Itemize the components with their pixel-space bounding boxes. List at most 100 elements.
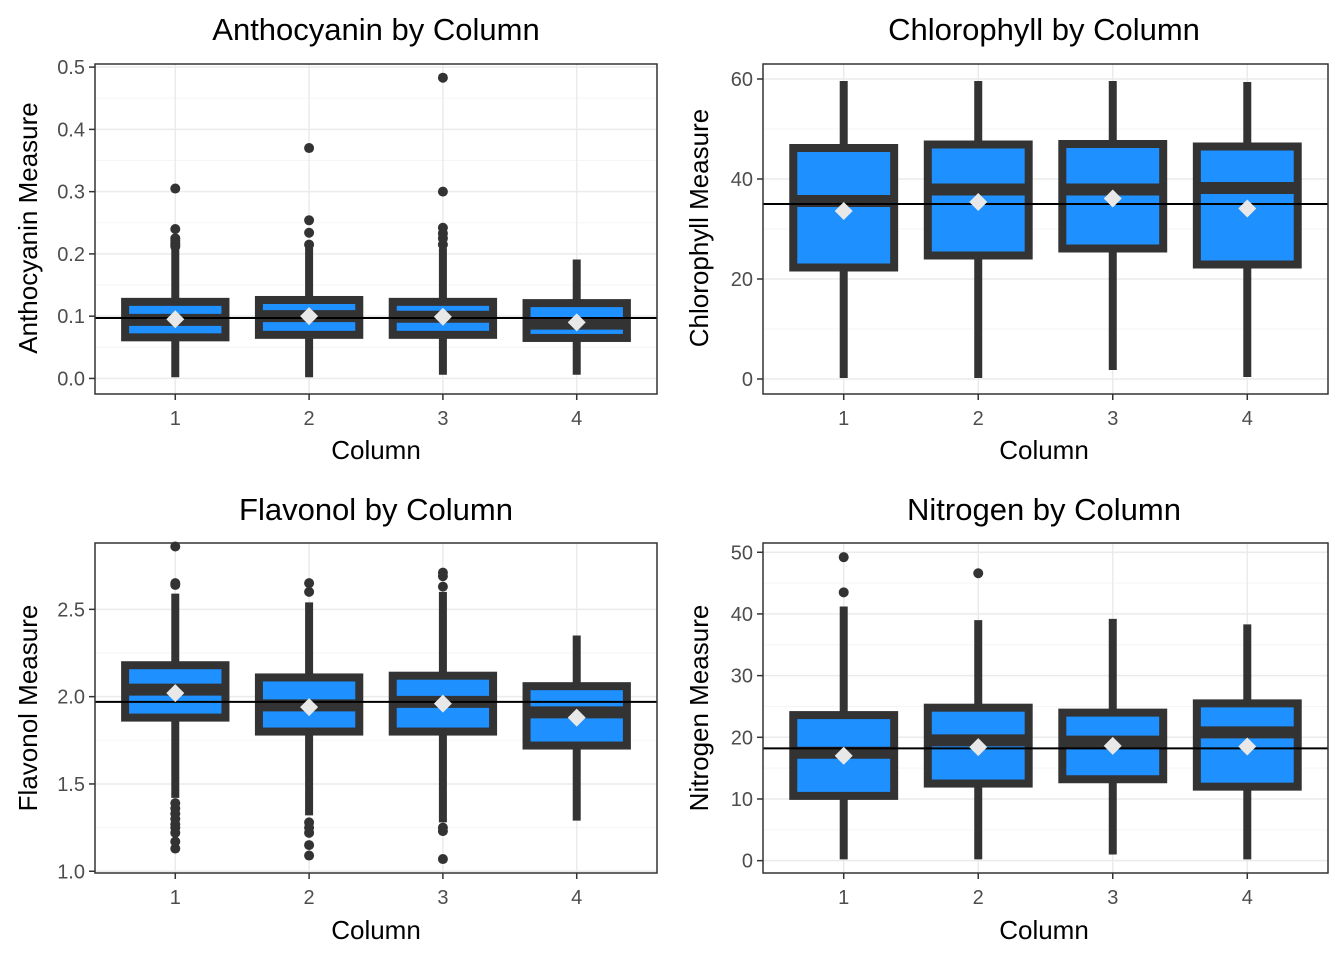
y-tick-label: 0.5 (57, 57, 85, 79)
y-tick-label: 60 (731, 69, 753, 91)
box-2 (254, 578, 364, 861)
mean-marker (166, 684, 185, 703)
y-axis-label: Anthocyanin Measure (13, 102, 43, 353)
mean-marker (567, 313, 586, 332)
x-tick-label: 1 (170, 887, 181, 909)
outlier-point (304, 578, 315, 589)
chart-title: Chlorophyll by Column (888, 12, 1200, 47)
outlier-point (304, 817, 315, 828)
outlier-point (170, 836, 181, 847)
x-axis-label: Column (999, 435, 1089, 465)
chart-chlorophyll: Chlorophyll by Column Column Chlorophyll… (684, 12, 1329, 465)
x-tick-label: 3 (437, 887, 448, 909)
box-3 (1058, 618, 1168, 855)
box-4 (1192, 82, 1302, 377)
outlier-point (304, 840, 315, 851)
mean-marker (834, 746, 853, 765)
panel-border (762, 542, 1329, 874)
x-tick-label: 3 (437, 408, 448, 430)
outlier-point (437, 822, 448, 833)
chart-flavonol: Flavonol by Column Column Flavonol Measu… (13, 492, 658, 945)
outlier-point (170, 541, 181, 552)
outlier-point (170, 843, 181, 854)
chart-title: Anthocyanin by Column (212, 12, 539, 47)
mean-marker (969, 738, 988, 757)
x-tick-label: 4 (571, 887, 582, 909)
y-tick-label: 50 (731, 542, 753, 564)
mean-marker (567, 708, 586, 727)
outlier-point (170, 578, 181, 589)
y-tick-label: 1.0 (57, 861, 85, 883)
outlier-point (304, 586, 315, 597)
x-tick-label: 2 (973, 408, 984, 430)
panel-border (94, 542, 658, 874)
x-axis-label: Column (331, 915, 421, 945)
mean-marker (1103, 736, 1122, 755)
outlier-point (304, 850, 315, 861)
box-1 (121, 541, 230, 854)
x-tick-label: 1 (838, 887, 849, 909)
outlier-point (437, 581, 448, 592)
y-tick-label: 2.0 (57, 687, 85, 709)
y-tick-label: 10 (731, 789, 753, 811)
outlier-point (304, 227, 315, 238)
mean-marker (166, 310, 185, 329)
x-tick-label: 4 (571, 408, 582, 430)
outlier-point (437, 72, 448, 83)
x-tick-label: 2 (973, 887, 984, 909)
y-tick-label: 0 (742, 369, 753, 391)
outlier-point (304, 239, 315, 250)
mean-marker (834, 202, 853, 220)
mean-marker (1238, 199, 1257, 218)
y-axis-label: Nitrogen Measure (684, 605, 714, 812)
box-2 (923, 568, 1033, 860)
mean-marker (1103, 189, 1122, 208)
y-tick-label: 40 (731, 604, 753, 626)
mean-marker (433, 694, 452, 713)
chart-title: Flavonol by Column (239, 492, 513, 527)
outlier-point (170, 183, 181, 194)
outlier-point (437, 854, 448, 865)
y-tick-label: 2.5 (57, 599, 85, 621)
mean-marker (433, 307, 452, 326)
x-tick-label: 2 (304, 887, 315, 909)
outlier-point (838, 552, 849, 563)
x-axis-label: Column (999, 915, 1089, 945)
panel-border (762, 63, 1329, 395)
x-tick-label: 1 (170, 408, 181, 430)
outlier-point (170, 798, 181, 809)
outlier-point (437, 222, 448, 233)
y-tick-label: 0.0 (57, 368, 85, 390)
mean-marker (969, 193, 988, 211)
outlier-point (437, 567, 448, 578)
chart-title: Nitrogen by Column (907, 492, 1181, 527)
outlier-point (838, 587, 849, 598)
x-tick-label: 3 (1107, 887, 1118, 909)
chart-nitrogen: Nitrogen by Column Column Nitrogen Measu… (684, 492, 1329, 945)
outlier-point (437, 186, 448, 197)
x-axis-label: Column (331, 435, 421, 465)
y-axis-label: Chlorophyll Measure (684, 109, 714, 347)
outlier-point (304, 143, 315, 154)
x-tick-label: 1 (838, 408, 849, 430)
x-tick-label: 4 (1242, 408, 1253, 430)
chart-anthocyanin: Anthocyanin by Column Column Anthocyanin… (13, 12, 658, 465)
mean-marker (1238, 737, 1257, 756)
y-tick-label: 0.1 (57, 306, 85, 328)
x-tick-label: 3 (1107, 408, 1118, 430)
y-axis-label: Flavonol Measure (13, 605, 43, 812)
mean-marker (300, 698, 319, 717)
y-tick-label: 0.4 (57, 119, 85, 141)
y-tick-label: 0.3 (57, 182, 85, 204)
y-tick-label: 20 (731, 727, 753, 749)
x-tick-label: 4 (1242, 887, 1253, 909)
panel-border (94, 63, 658, 395)
x-tick-label: 2 (304, 408, 315, 430)
y-tick-label: 20 (731, 269, 753, 291)
y-tick-label: 1.5 (57, 774, 85, 796)
outlier-point (170, 224, 181, 234)
mean-marker (300, 307, 319, 326)
y-tick-label: 0 (742, 851, 753, 873)
outlier-point (304, 215, 315, 226)
